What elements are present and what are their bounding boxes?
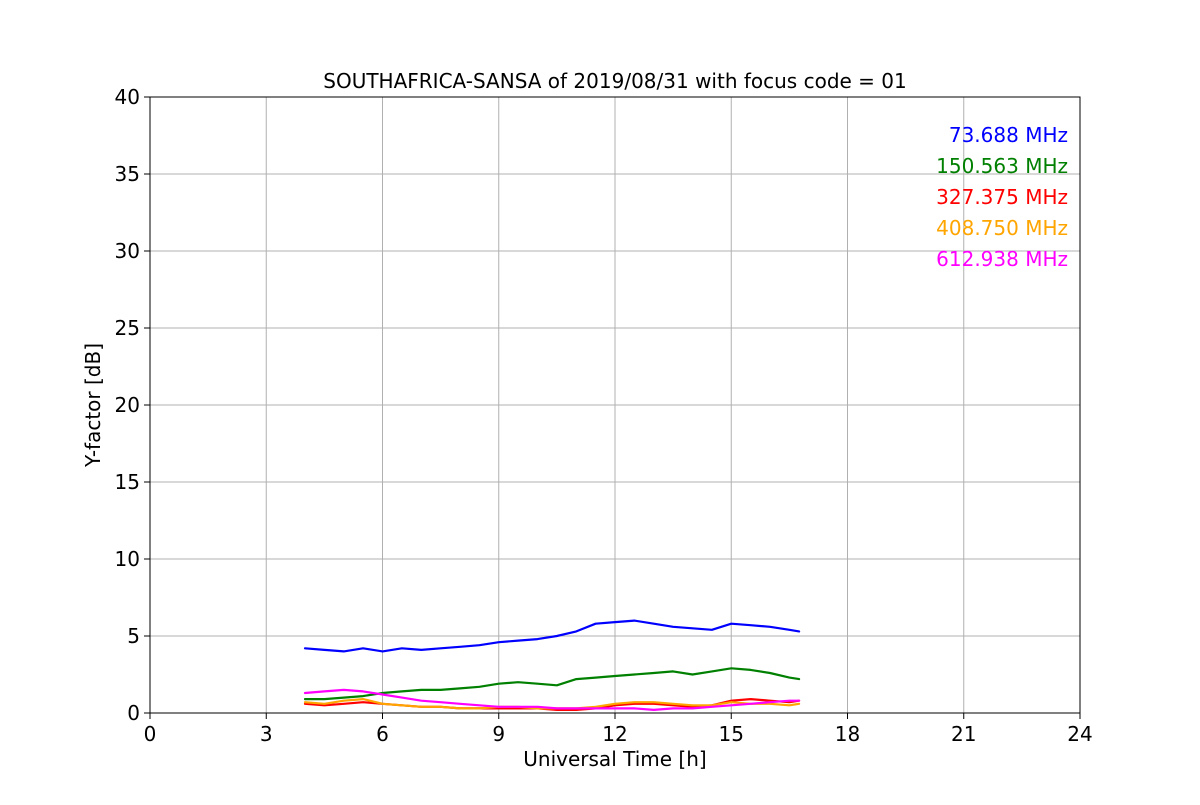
x-tick-label: 24 bbox=[1067, 722, 1092, 746]
y-tick-label: 5 bbox=[127, 624, 140, 648]
x-tick-label: 3 bbox=[260, 722, 273, 746]
legend-entry-3: 408.750 MHz bbox=[936, 216, 1068, 240]
legend-entry-1: 150.563 MHz bbox=[936, 154, 1068, 178]
x-tick-label: 12 bbox=[602, 722, 627, 746]
legend: 73.688 MHz 150.563 MHz 327.375 MHz 408.750 … bbox=[936, 123, 1068, 271]
y-tick-label: 20 bbox=[115, 393, 140, 417]
series-line-4 bbox=[303, 688, 801, 712]
chart-title: SOUTHAFRICA-SANSA of 2019/08/31 with foc… bbox=[323, 69, 907, 93]
x-tick-label: 15 bbox=[719, 722, 744, 746]
y-tick-label: 30 bbox=[115, 239, 140, 263]
series-lines bbox=[303, 619, 801, 712]
axis-ticks: 0 3 6 9 12 15 18 21 24 0 5 10 15 20 25 30 35 40 bbox=[115, 85, 1093, 746]
x-tick-label: 0 bbox=[144, 722, 157, 746]
legend-entry-4: 612.938 MHz bbox=[936, 247, 1068, 271]
y-tick-label: 15 bbox=[115, 470, 140, 494]
y-tick-label: 35 bbox=[115, 162, 140, 186]
y-axis-label: Y-factor [dB] bbox=[81, 343, 105, 468]
series-line-1 bbox=[303, 667, 801, 701]
y-tick-label: 25 bbox=[115, 316, 140, 340]
x-tick-label: 18 bbox=[835, 722, 860, 746]
series-line-0 bbox=[303, 619, 801, 653]
x-tick-label: 21 bbox=[951, 722, 976, 746]
legend-entry-2: 327.375 MHz bbox=[936, 185, 1068, 209]
x-tick-label: 6 bbox=[376, 722, 389, 746]
y-tick-label: 0 bbox=[127, 701, 140, 725]
y-tick-label: 10 bbox=[115, 547, 140, 571]
y-tick-label: 40 bbox=[115, 85, 140, 109]
legend-entry-0: 73.688 MHz bbox=[949, 123, 1068, 147]
x-tick-label: 9 bbox=[492, 722, 505, 746]
x-axis-label: Universal Time [h] bbox=[523, 747, 706, 771]
